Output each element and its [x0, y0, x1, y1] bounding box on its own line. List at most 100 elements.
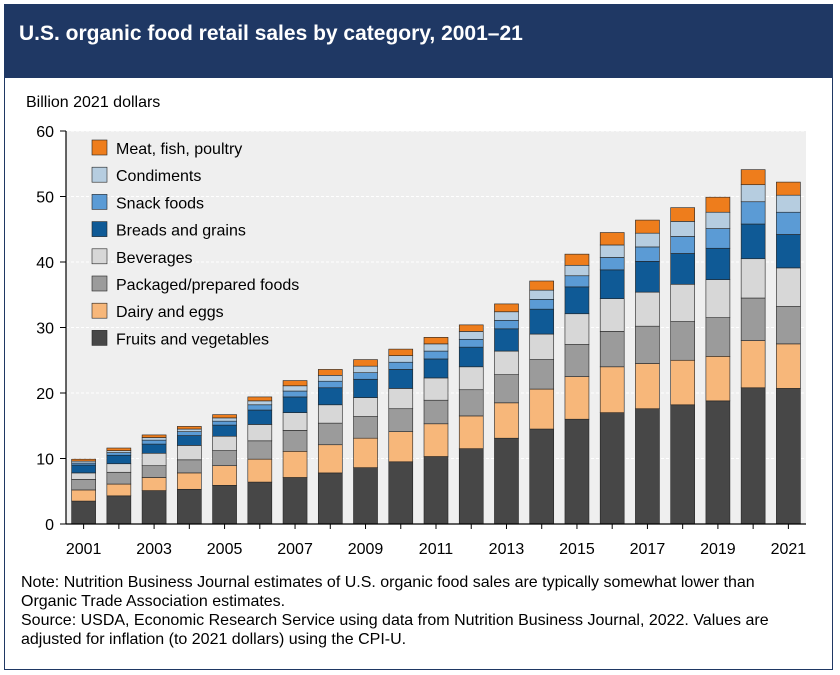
legend-label: Meat, fish, poultry — [116, 141, 242, 158]
notes-block: Note: Nutrition Business Journal estimat… — [21, 573, 811, 649]
legend-swatch — [91, 275, 108, 292]
bar-segment-fruits-and-vegetables-2002 — [106, 495, 132, 525]
bar-segment-dairy-and-eggs-2012 — [458, 415, 484, 449]
legend-label: Snack foods — [116, 195, 204, 212]
bar-segment-beverages-2016 — [599, 298, 625, 332]
bar-segment-beverages-2004 — [177, 445, 202, 461]
x-tick-label: 2017 — [630, 541, 666, 558]
bar-segment-beverages-2017 — [635, 291, 660, 327]
bar-segment-snack-foods-2013 — [494, 319, 519, 330]
bar-segment-fruits-and-vegetables-2001 — [71, 500, 96, 525]
bar-segment-packaged-prepared-foods-2016 — [599, 331, 625, 368]
bar-segment-beverages-2012 — [458, 366, 484, 391]
bar-segment-packaged-prepared-foods-2012 — [458, 389, 484, 417]
bar-segment-fruits-and-vegetables-2015 — [564, 418, 590, 525]
y-tick-label: 40 — [36, 255, 54, 272]
bar-segment-dairy-and-eggs-2013 — [494, 402, 519, 439]
bar-segment-condiments-2006 — [247, 400, 273, 406]
legend-swatch — [91, 139, 108, 156]
bar-segment-condiments-2008 — [317, 375, 343, 382]
bar-segment-meat-fish-poultry-2008 — [317, 369, 343, 376]
bar-segment-meat-fish-poultry-2017 — [635, 219, 660, 234]
bar-segment-meat-fish-poultry-2010 — [388, 348, 414, 356]
bar-segment-breads-and-grains-2005 — [212, 424, 237, 437]
bar-segment-snack-foods-2008 — [317, 380, 343, 389]
bar-segment-snack-foods-2016 — [599, 257, 625, 271]
bar-segment-packaged-prepared-foods-2004 — [177, 459, 202, 474]
bar-segment-dairy-and-eggs-2015 — [564, 376, 590, 420]
bar-segment-condiments-2017 — [635, 232, 660, 248]
bar-segment-condiments-2018 — [670, 221, 695, 237]
bar-segment-dairy-and-eggs-2008 — [317, 444, 343, 474]
bar-segment-beverages-2002 — [106, 463, 132, 473]
bar-segment-meat-fish-poultry-2011 — [423, 337, 449, 345]
bar-segment-breads-and-grains-2003 — [141, 443, 167, 454]
y-tick-label: 30 — [36, 321, 54, 338]
bar-segment-fruits-and-vegetables-2006 — [247, 481, 273, 525]
legend-label: Condiments — [116, 168, 201, 185]
legend-swatch — [91, 221, 108, 237]
bar-segment-snack-foods-2015 — [564, 275, 590, 288]
bar-segment-condiments-2015 — [564, 264, 590, 277]
bar-segment-beverages-2015 — [564, 313, 590, 345]
bar-segment-meat-fish-poultry-2001 — [71, 458, 96, 462]
bar-segment-beverages-2007 — [282, 412, 308, 431]
bar-segment-breads-and-grains-2013 — [494, 328, 519, 352]
bar-segment-meat-fish-poultry-2016 — [599, 232, 625, 246]
bar-segment-breads-and-grains-2009 — [353, 378, 378, 398]
bar-segment-fruits-and-vegetables-2014 — [529, 428, 555, 525]
bar-segment-meat-fish-poultry-2009 — [353, 359, 378, 367]
bar-segment-condiments-2013 — [494, 311, 519, 321]
bar-segment-dairy-and-eggs-2004 — [177, 472, 202, 490]
bar-segment-fruits-and-vegetables-2020 — [740, 387, 766, 525]
bar-segment-condiments-2012 — [458, 331, 484, 340]
bar-segment-condiments-2011 — [423, 343, 449, 352]
bar-segment-breads-and-grains-2011 — [423, 358, 449, 379]
bar-segment-meat-fish-poultry-2014 — [529, 280, 555, 291]
bar-segment-dairy-and-eggs-2005 — [212, 465, 237, 486]
bar-segment-fruits-and-vegetables-2003 — [141, 490, 167, 525]
bar-segment-breads-and-grains-2020 — [740, 223, 766, 260]
bar-segment-fruits-and-vegetables-2011 — [423, 456, 449, 525]
bar-segment-dairy-and-eggs-2019 — [705, 356, 731, 402]
legend-swatch — [91, 330, 108, 346]
bar-segment-snack-foods-2011 — [423, 350, 449, 360]
bar-segment-fruits-and-vegetables-2021 — [776, 388, 801, 525]
bar-segment-breads-and-grains-2017 — [635, 261, 660, 293]
bar-segment-packaged-prepared-foods-2006 — [247, 440, 273, 460]
bar-segment-snack-foods-2004 — [177, 431, 202, 436]
bar-segment-snack-foods-2021 — [776, 211, 801, 235]
bar-segment-breads-and-grains-2007 — [282, 396, 308, 413]
bar-segment-snack-foods-2019 — [705, 228, 731, 249]
bar-segment-condiments-2007 — [282, 385, 308, 392]
bar-segment-breads-and-grains-2019 — [705, 247, 731, 280]
bar-segment-fruits-and-vegetables-2017 — [635, 408, 660, 525]
bar-segment-snack-foods-2003 — [141, 439, 167, 445]
bar-segment-fruits-and-vegetables-2013 — [494, 437, 519, 525]
bar-segment-breads-and-grains-2010 — [388, 369, 414, 389]
legend-swatch — [91, 302, 108, 319]
bar-segment-breads-and-grains-2012 — [458, 346, 484, 368]
bar-segment-breads-and-grains-2015 — [564, 286, 590, 315]
bar-segment-packaged-prepared-foods-2002 — [106, 471, 132, 485]
bar-segment-beverages-2019 — [705, 279, 731, 318]
bar-segment-snack-foods-2010 — [388, 361, 414, 370]
bar-segment-condiments-2014 — [529, 289, 555, 300]
legend-label: Dairy and eggs — [116, 304, 224, 321]
source-text: Source: USDA, Economic Research Service … — [21, 612, 769, 648]
bar-segment-dairy-and-eggs-2003 — [141, 477, 167, 491]
bar-segment-dairy-and-eggs-2016 — [599, 366, 625, 413]
y-tick-label: 10 — [36, 452, 54, 469]
bar-segment-meat-fish-poultry-2019 — [705, 196, 731, 213]
bar-segment-beverages-2021 — [776, 267, 801, 307]
bar-segment-meat-fish-poultry-2012 — [458, 324, 484, 332]
bar-segment-dairy-and-eggs-2018 — [670, 359, 695, 406]
x-tick-label: 2001 — [66, 541, 102, 558]
bar-segment-breads-and-grains-2021 — [776, 234, 801, 269]
bar-segment-packaged-prepared-foods-2011 — [423, 399, 449, 425]
bar-segment-dairy-and-eggs-2001 — [71, 489, 96, 502]
bar-segment-packaged-prepared-foods-2014 — [529, 359, 555, 390]
bar-segment-snack-foods-2020 — [740, 201, 766, 225]
bar-segment-dairy-and-eggs-2011 — [423, 423, 449, 457]
